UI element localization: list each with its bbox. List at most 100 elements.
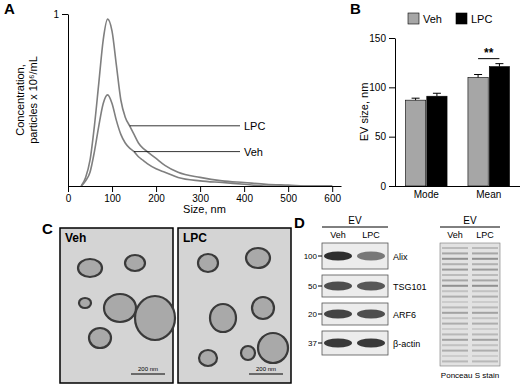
stain-band: [442, 296, 468, 298]
blot-strip: [322, 243, 388, 269]
header-rule: [322, 227, 388, 228]
blot-band: [324, 310, 352, 319]
micrograph-label: Veh: [65, 231, 86, 245]
axis: 0100200300400500600: [66, 186, 342, 204]
axis: Mode Mean: [395, 187, 520, 201]
protein-label: ARF6: [393, 310, 416, 320]
stain-band: [442, 339, 468, 341]
series-label: LPC: [244, 120, 265, 132]
vesicle: [252, 297, 274, 319]
stain-band: [442, 279, 468, 281]
stain-band: [442, 247, 468, 249]
vesicle: [135, 296, 175, 340]
stain-band: [472, 258, 498, 260]
protein-label: β-actin: [393, 339, 420, 349]
bar: [405, 100, 425, 186]
tick-mark: [156, 186, 157, 192]
stain-label: Ponceau S stain: [441, 371, 499, 380]
stain-band: [442, 263, 468, 265]
vesicle: [246, 248, 270, 268]
tick-label: 200: [148, 193, 165, 204]
stain-band: [472, 360, 498, 362]
panel-d: EVVehLPCAlixTSG101ARF6β-actin100502037EV…: [304, 215, 500, 380]
stain-band: [472, 290, 498, 292]
micrograph-frame: [178, 228, 291, 383]
blot-band: [324, 282, 352, 291]
error-bar: [433, 93, 441, 96]
tick-mark: [112, 186, 113, 192]
panel-c: Veh200 nmLPC200 nm: [60, 228, 291, 383]
bar: [489, 67, 509, 186]
stain-band: [472, 333, 498, 335]
stain-band: [472, 285, 498, 287]
vesicle: [210, 304, 236, 332]
tick: 50: [375, 131, 395, 142]
leader-line: [134, 151, 240, 152]
annotation: **: [484, 46, 494, 60]
tick-label: 0: [66, 193, 72, 204]
scale-bar: [131, 373, 165, 374]
stain-band: [472, 296, 498, 298]
tick: Mean: [476, 189, 501, 200]
tick: 1: [53, 9, 68, 20]
tick-mark: [68, 186, 69, 192]
vesicle: [79, 298, 91, 308]
stain-band: [442, 306, 468, 308]
tick: 500: [280, 186, 297, 204]
blot-band: [357, 339, 385, 348]
stain-band: [442, 301, 468, 303]
blot-band: [357, 282, 385, 291]
series-line: [81, 95, 332, 186]
vesicle: [199, 350, 217, 366]
vesicle: [125, 255, 145, 271]
stain-band: [442, 323, 468, 325]
axis: 050100150: [369, 33, 395, 192]
stain-band: [442, 269, 468, 271]
tick-mark: [332, 186, 333, 192]
blot-band: [324, 339, 352, 348]
tick-mark: [389, 186, 395, 187]
stain-band: [442, 350, 468, 352]
figure: ABCD01002003004005006001Size, nmConcentr…: [0, 0, 530, 391]
legend-swatch: [456, 13, 467, 24]
stain-band: [442, 333, 468, 335]
tick-label: 100: [104, 193, 121, 204]
y-axis-title: Concentration,: [14, 64, 26, 136]
blot-strip: [322, 275, 388, 297]
y-axis-title: particles x 10⁶/mL: [27, 56, 39, 144]
error-bar: [495, 64, 503, 67]
tick: Mode: [414, 189, 439, 200]
stain-band: [442, 258, 468, 260]
stain-band: [472, 247, 498, 249]
marker-tick: [318, 286, 322, 287]
stain-band: [472, 306, 498, 308]
micrograph-label: LPC: [183, 231, 207, 245]
protein-label: TSG101: [393, 282, 427, 292]
stain-band: [472, 339, 498, 341]
stain-header: EV: [463, 215, 477, 226]
lane-label: LPC: [362, 230, 380, 240]
panel-label: B: [350, 0, 361, 17]
blot-strip: [322, 303, 388, 325]
panel-b: 050100150ModeMeanEV size, nm**VehLPC: [358, 13, 520, 200]
axis-line: [68, 15, 69, 187]
stain-band: [472, 274, 498, 276]
vesicle: [198, 254, 218, 272]
tick: 150: [369, 33, 395, 44]
legend-label: Veh: [423, 13, 442, 25]
tick-label: Mode: [414, 189, 439, 200]
tick-label: 100: [369, 82, 386, 93]
marker-label: 20: [308, 310, 317, 319]
blot-strip: [322, 331, 388, 355]
panel-label: D: [294, 214, 305, 231]
tick-mark: [62, 14, 68, 15]
plot-area: [81, 19, 332, 186]
lane-label: Veh: [447, 230, 463, 240]
stain-band: [472, 301, 498, 303]
lane-label: LPC: [476, 230, 494, 240]
marker-label: 37: [308, 339, 317, 348]
micrograph: Veh200 nm: [60, 228, 175, 383]
tick: 300: [192, 186, 209, 204]
tick-label: 400: [236, 193, 253, 204]
stain-band: [442, 360, 468, 362]
